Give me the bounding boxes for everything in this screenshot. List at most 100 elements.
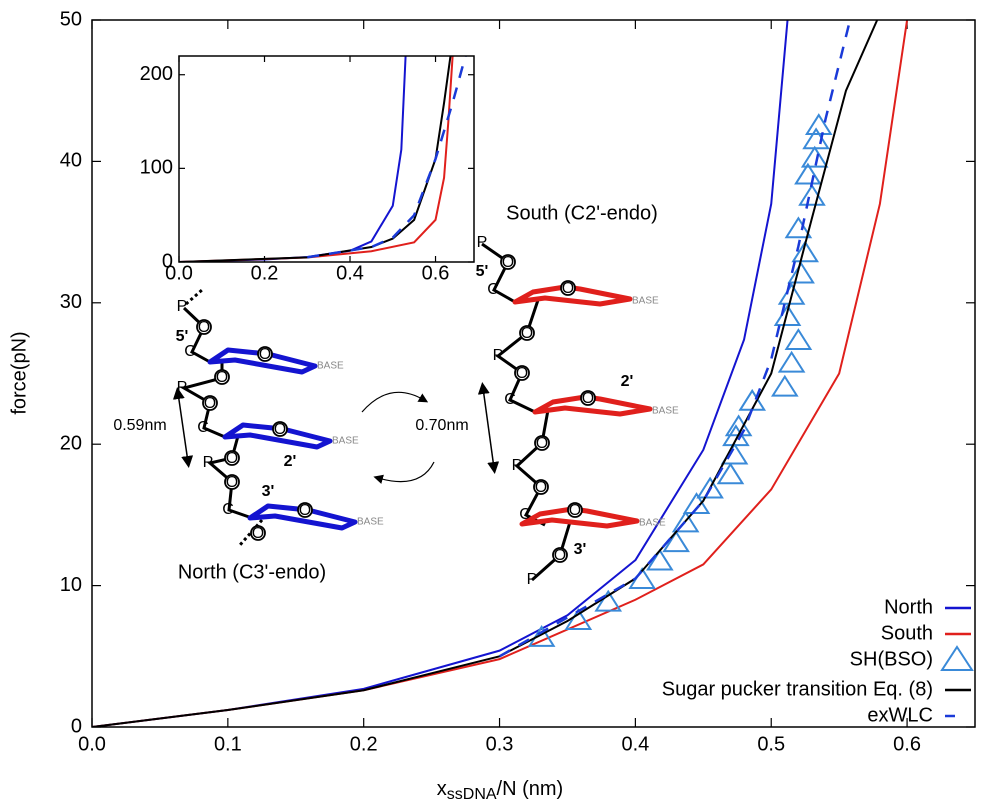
legend-label: SH(BSO) [850,648,933,670]
base-label: BASE [652,406,679,417]
atom-circle [272,421,288,437]
spacing-arrow [172,387,194,468]
atom-label: O [226,450,238,467]
bond-dotted [185,288,203,306]
legend-label: North [884,596,933,618]
atom-label: O [226,474,238,491]
atom-label: P [477,234,488,251]
atom-label: 2' [621,373,634,390]
data-point [720,442,749,465]
atom-label: C [487,281,499,298]
atom-circle [567,502,583,518]
data-point [716,462,745,485]
data-point [646,548,674,571]
bond [182,306,211,364]
data-point [671,510,700,533]
sugar-ring [519,506,640,529]
atom-circle [224,474,240,490]
data-point [800,145,829,168]
base-label: BASE [632,296,659,307]
atom-label: C [222,501,234,518]
data-point [791,240,820,263]
atom-label: O [569,502,581,519]
atom-circle [552,547,568,563]
main-plot: 0.0 0.1 0.2 0.3 0.4 0.5 0.6 0 10 20 30 40 50 North Sou… [60,8,976,755]
base-label: BASE [317,361,344,372]
sugar-ring [247,503,358,531]
atom-label: 3' [574,541,587,558]
data-point [784,216,813,239]
sugar-ring [207,347,318,375]
data-point [771,374,799,397]
atom-label: O [252,525,264,542]
sugar-ring [222,422,333,450]
legend-symbol [940,645,974,671]
x-tick-label: 0.5 [757,733,785,755]
y-tick-label: 0 [71,715,82,737]
data-point [662,530,690,553]
atom-label: O [582,390,594,407]
atom-label: O [521,325,533,342]
x-tick-label: 0.0 [165,262,193,284]
conformation-label: North (C3'-endo) [178,561,326,583]
legend-label: South [881,622,933,644]
x-tick-label: 0.6 [893,733,921,755]
atom-label: P [203,454,214,471]
base-label: BASE [357,517,384,528]
spacing-label: 0.70nm [415,417,468,434]
atom-label: P [493,347,504,364]
y-tick-label: 20 [60,432,82,454]
data-point [784,328,813,350]
data-line [498,20,852,658]
data-line [307,56,467,259]
atom-label: P [177,298,188,315]
legend-label: Sugar pucker transition Eq. (8) [662,678,933,700]
data-point [564,608,593,630]
plot-frame [178,55,475,263]
data-point [794,162,822,185]
atom-label: O [299,502,311,519]
sugar-ring [532,394,653,417]
atom-label: O [259,346,271,363]
data-point [696,476,724,499]
spacing-label: 0.59nm [113,417,166,434]
bond [481,242,516,304]
atom-circle [297,502,313,518]
atom-circle [224,450,240,466]
atom-label: O [516,365,528,382]
atom-label: O [562,280,574,297]
x-label-rest: /N (nm) [497,778,564,800]
base-label: BASE [332,436,359,447]
y-axis-label: force(pN) [8,331,30,414]
data-point [682,492,711,515]
atom-label: 5' [476,263,489,280]
x-tick-label: 0.0 [78,733,106,755]
atom-circle [257,346,273,362]
atom-label: C [519,506,531,523]
y-tick-label: 40 [60,150,82,172]
atom-circle [250,525,266,541]
atom-label: P [512,457,523,474]
plot-area [92,20,909,727]
transition-arrow [373,461,435,484]
atom-label: 5' [176,328,189,345]
x-tick-label: 0.2 [251,262,279,284]
x-tick-label: 0.3 [486,733,514,755]
y-tick-label: 200 [140,63,173,85]
atom-label: O [535,479,547,496]
x-axis-label: xssDNA/N (nm) [437,778,563,803]
plot-frame [91,19,976,728]
atom-circle [500,254,516,270]
plot-area [179,56,467,262]
x-label-sub: ssDNA [447,786,497,803]
atom-circle [214,369,230,385]
atom-label: O [554,547,566,564]
spacing-arrow [477,382,500,474]
transition-arrow [361,391,429,413]
atom-label: C [504,391,516,408]
data-point [804,113,833,136]
atom-label: 2' [284,453,297,470]
atom-label: C [184,343,196,360]
x-tick-label: 0.6 [422,262,450,284]
